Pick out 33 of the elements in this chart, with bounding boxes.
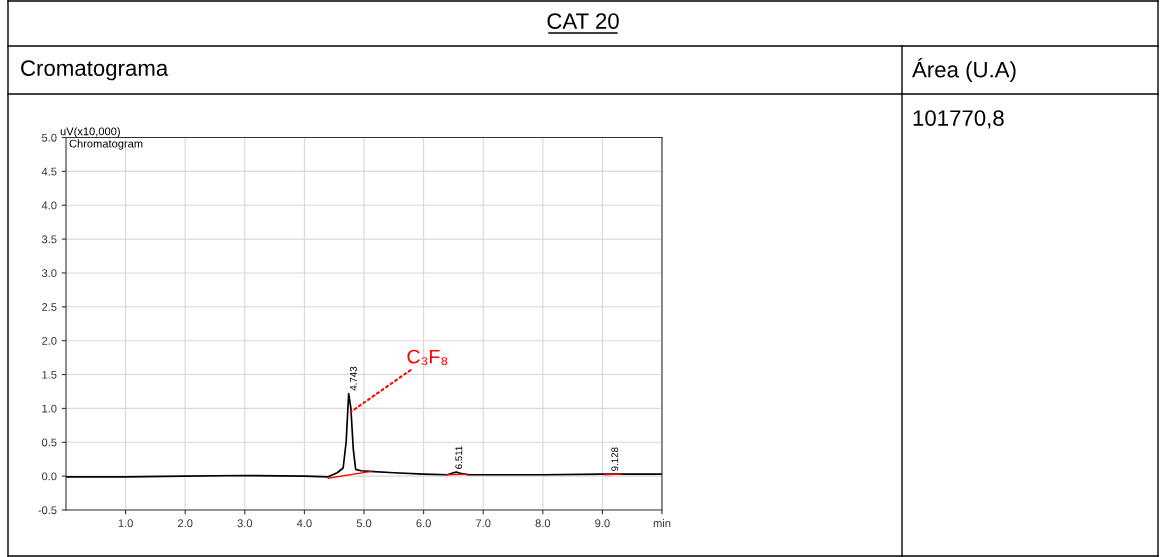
y-tick-label: 0.0 <box>41 472 57 481</box>
y-tick-label: 1.0 <box>42 404 57 413</box>
text: 101770,8 <box>913 110 1004 129</box>
y-tick-label: 4.0 <box>41 201 57 210</box>
annotation: C₃F₈ <box>407 349 448 366</box>
y-tick-label: 3.0 <box>41 269 57 278</box>
y-tick-label: 2.5 <box>42 303 57 311</box>
x-tick-label: 4.0 <box>296 519 312 528</box>
x-tick-label: 8.0 <box>535 519 551 528</box>
y-tick-label: 2.0 <box>42 336 57 345</box>
annotation: 6.511 <box>455 446 463 469</box>
x-tick-label: min <box>653 519 671 528</box>
annotation: Chromatogram <box>69 139 143 150</box>
annotation: 9.128 <box>611 447 619 471</box>
y-tick-label: 0.5 <box>41 438 57 447</box>
line-series <box>66 392 662 478</box>
x-tick-label: 3.0 <box>237 519 253 528</box>
x-tick-label: 1.0 <box>118 519 133 528</box>
y-tick-label: -0.5 <box>38 506 57 515</box>
y-tick-label: 3.5 <box>41 235 57 244</box>
text: Área (U.A) <box>912 58 1016 82</box>
y-tick-label: 5.0 <box>41 133 57 142</box>
chart-title: CAT 20 <box>547 13 619 29</box>
y-axis-title: uV(x10,000) <box>60 127 120 138</box>
annotation: 4.743 <box>349 366 357 391</box>
x-tick-label: 7.0 <box>476 519 491 528</box>
x-tick-label: 5.0 <box>356 519 372 528</box>
y-tick-label: 1.5 <box>42 370 57 379</box>
y-tick-label: 4.5 <box>41 167 57 176</box>
x-tick-label: 6.0 <box>416 519 431 528</box>
x-tick-label: 2.0 <box>178 519 193 528</box>
x-tick-label: 9.0 <box>595 519 610 528</box>
text: Cromatograma <box>21 60 169 81</box>
